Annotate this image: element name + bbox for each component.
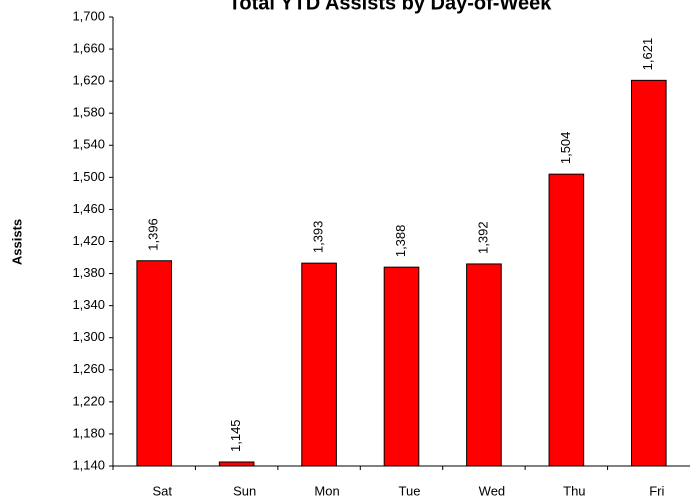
x-tick-label: Tue	[399, 483, 421, 498]
y-tick-label: 1,540	[72, 137, 105, 152]
y-tick-label: 1,380	[72, 265, 105, 280]
x-tick-label: Sun	[233, 483, 256, 498]
x-tick-label: Fri	[649, 483, 664, 498]
bar	[548, 173, 585, 467]
y-tick-label: 1,580	[72, 105, 105, 120]
data-label: 1,396	[146, 218, 161, 251]
x-tick-label: Sat	[152, 483, 172, 498]
data-label: 1,621	[640, 38, 655, 71]
data-label: 1,392	[475, 221, 490, 254]
y-tick-label: 1,180	[72, 425, 105, 440]
data-label: 1,504	[558, 132, 573, 165]
y-tick-label: 1,260	[72, 361, 105, 376]
bar	[383, 266, 420, 467]
bar	[630, 79, 667, 467]
x-tick-label: Mon	[314, 483, 339, 498]
y-tick-label: 1,620	[72, 73, 105, 88]
y-tick-label: 1,220	[72, 393, 105, 408]
y-tick-label: 1,500	[72, 169, 105, 184]
data-label: 1,393	[311, 221, 326, 254]
bar	[218, 461, 255, 467]
y-tick-label: 1,460	[72, 201, 105, 216]
y-axis-label: Assists	[9, 219, 24, 265]
data-label: 1,145	[228, 419, 243, 452]
bar	[301, 262, 337, 467]
x-tick-label: Thu	[563, 483, 585, 498]
bar	[136, 260, 173, 467]
data-label: 1,388	[393, 225, 408, 258]
x-tick-label: Wed	[479, 483, 506, 498]
y-tick-label: 1,660	[72, 41, 105, 56]
chart-title: Total YTD Assists by Day-of-Week	[229, 0, 553, 14]
y-tick-label: 1,420	[72, 233, 105, 248]
y-tick-label: 1,340	[72, 297, 105, 312]
y-tick-label: 1,140	[72, 457, 105, 472]
y-tick-label: 1,700	[72, 8, 105, 23]
y-tick-label: 1,300	[72, 329, 105, 344]
bar	[466, 263, 502, 467]
